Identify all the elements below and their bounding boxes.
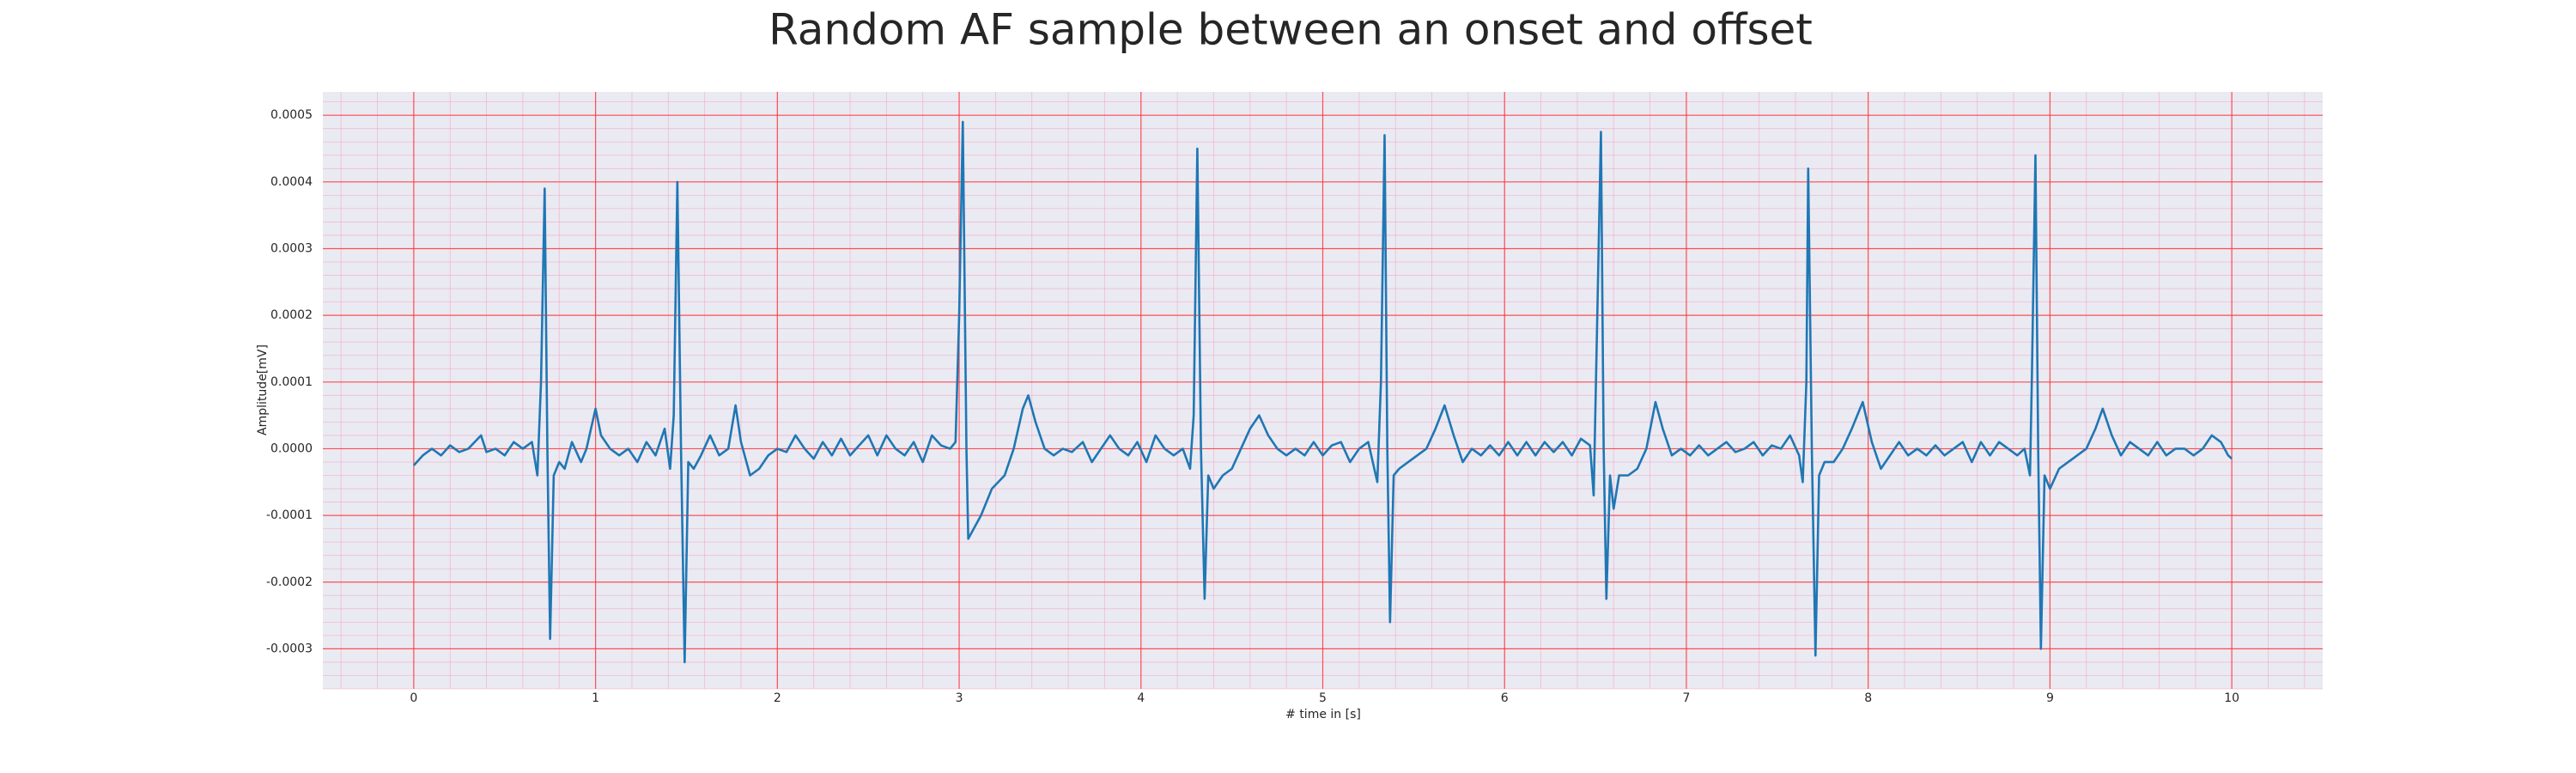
- x-tick-label: 10: [2224, 691, 2239, 705]
- y-tick-label: 0.0000: [270, 441, 313, 455]
- x-tick-label: 1: [592, 691, 599, 705]
- y-tick-label: -0.0002: [266, 575, 313, 589]
- chart-title: Random AF sample between an onset and of…: [769, 5, 1813, 55]
- x-tick-label: 2: [774, 691, 781, 705]
- y-tick-label: 0.0001: [270, 375, 313, 389]
- x-tick-label: 4: [1137, 691, 1145, 705]
- y-axis-label: Amplitude[mV]: [256, 344, 270, 435]
- y-tick-label: -0.0003: [266, 642, 313, 655]
- y-tick-label: -0.0001: [266, 508, 313, 522]
- y-tick-label: 0.0004: [270, 175, 313, 189]
- x-tick-label: 0: [410, 691, 417, 705]
- x-tick-label: 3: [956, 691, 963, 705]
- y-tick-label: 0.0003: [270, 241, 313, 255]
- y-tick-label: 0.0002: [270, 308, 313, 322]
- x-tick-label: 8: [1864, 691, 1872, 705]
- x-tick-label: 9: [2046, 691, 2054, 705]
- x-tick-label: 7: [1682, 691, 1690, 705]
- signal-line: [412, 120, 2233, 664]
- x-tick-label: 6: [1501, 691, 1509, 705]
- x-tick-label: 5: [1319, 691, 1327, 705]
- y-tick-label: 0.0005: [270, 108, 313, 122]
- x-axis-label: # time in [s]: [1285, 708, 1361, 721]
